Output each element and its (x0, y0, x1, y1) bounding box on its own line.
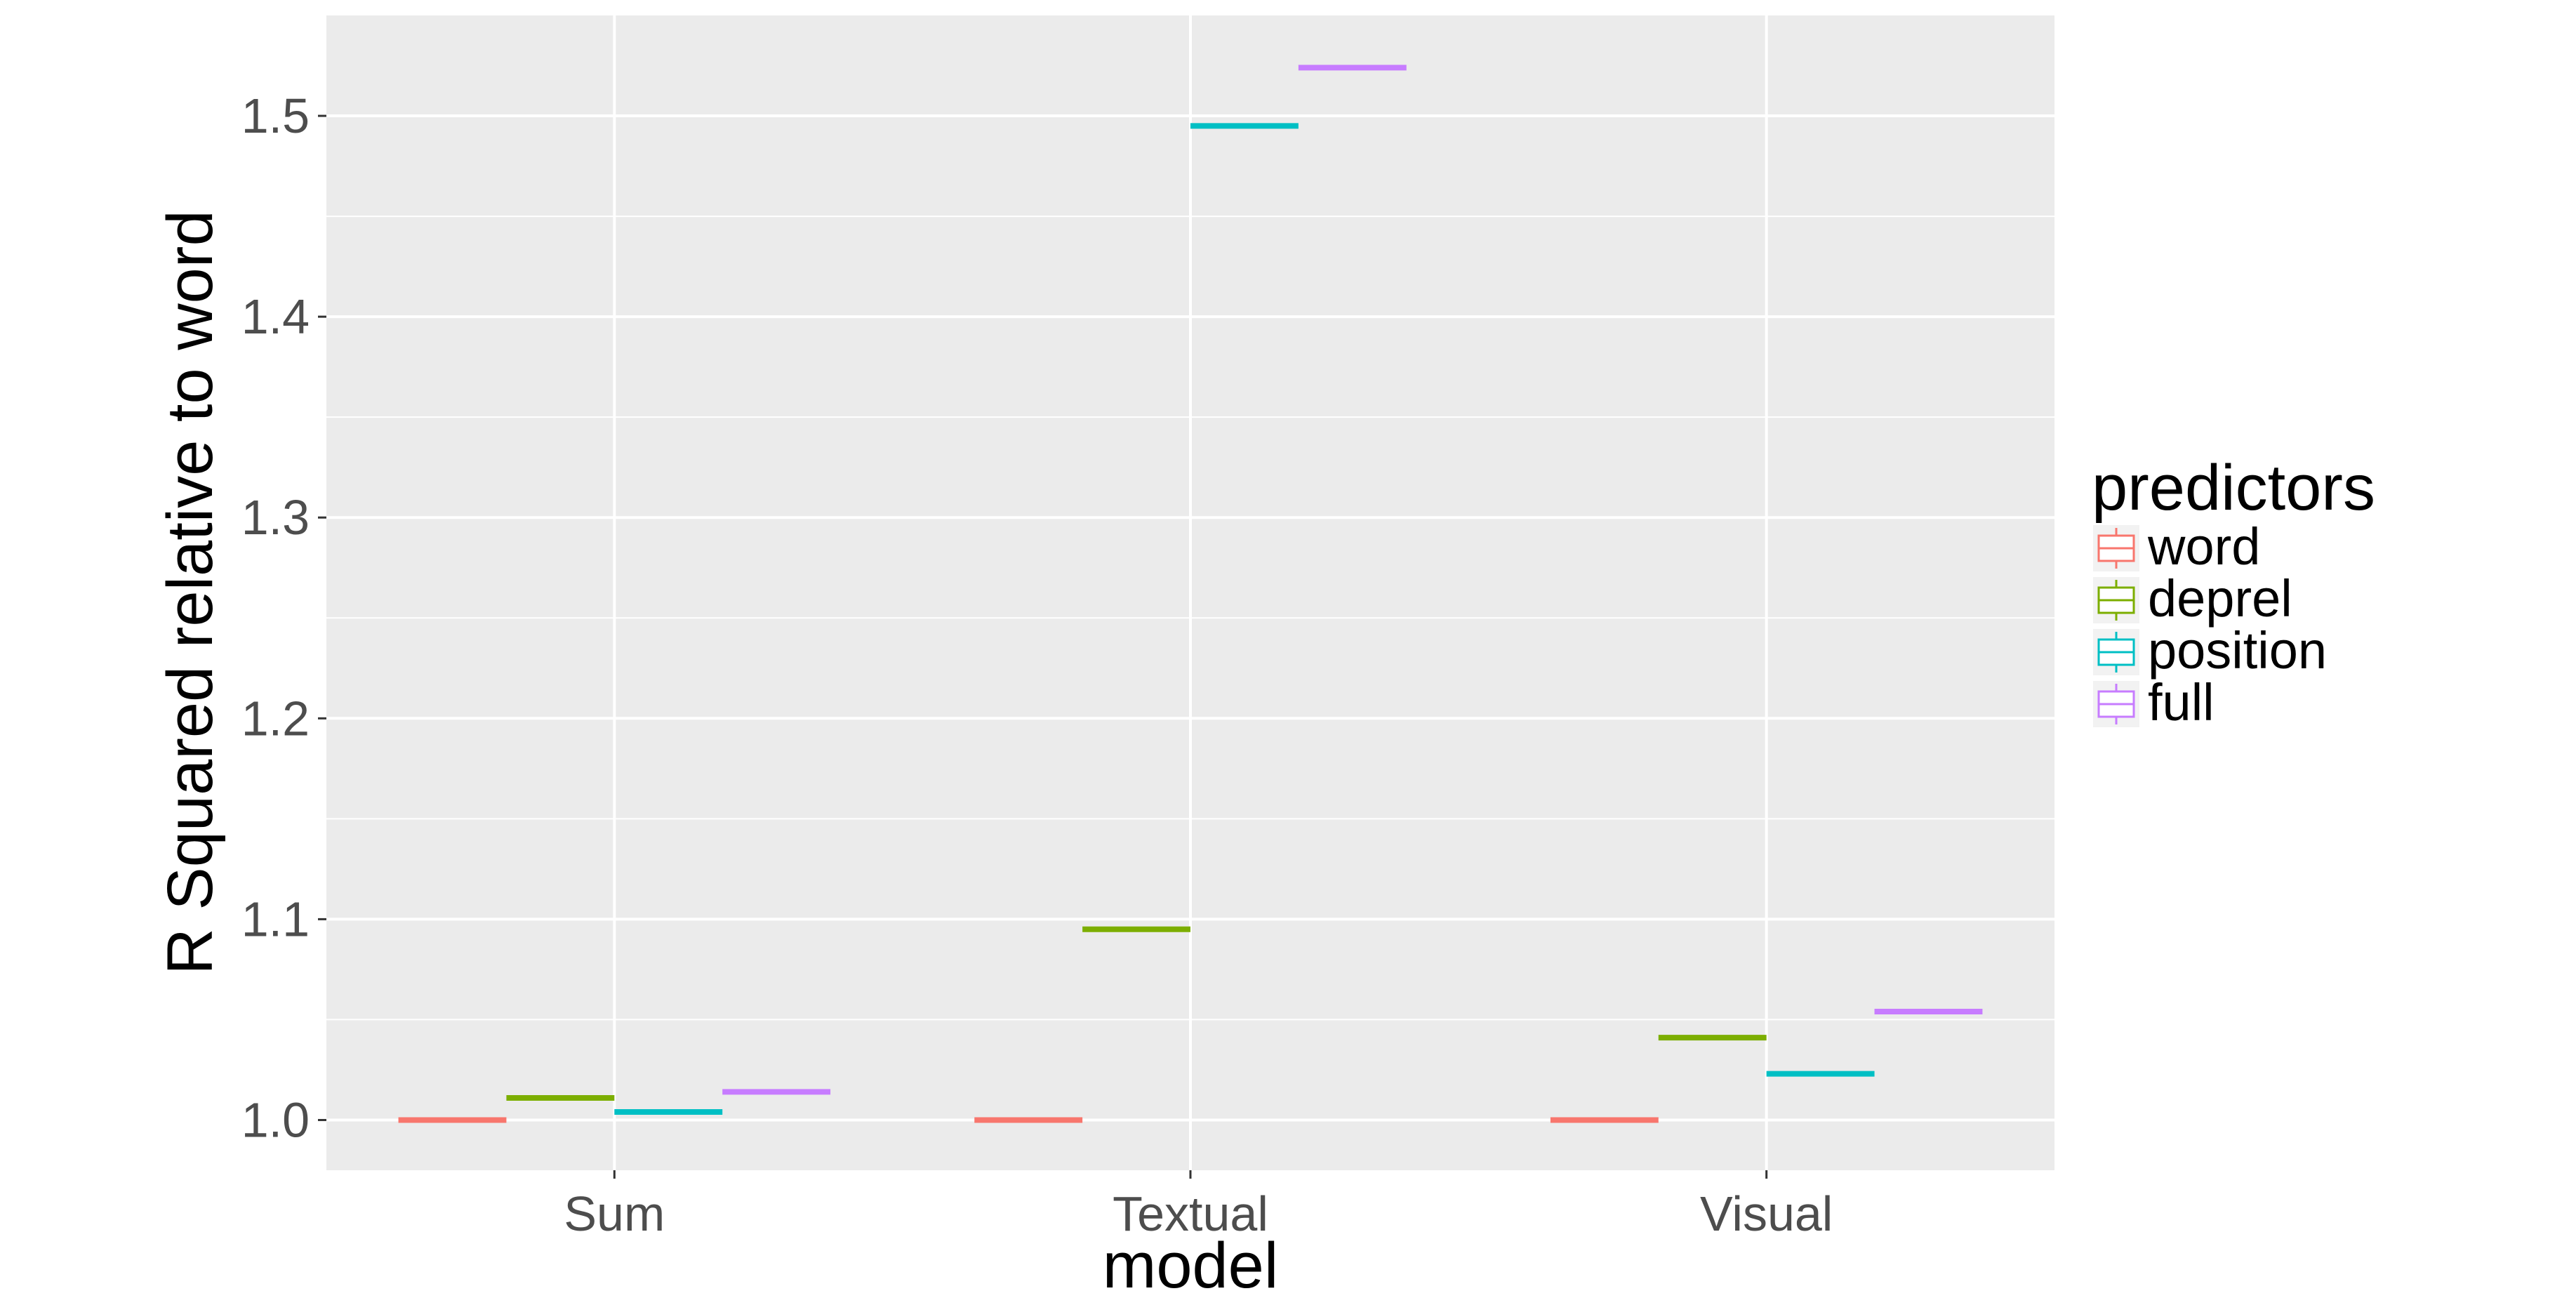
x-axis-title: model (1103, 1230, 1279, 1298)
box-marks (398, 65, 1983, 1123)
y-axis: 1.0 1.1 1.2 1.3 1.4 1.5 (241, 88, 326, 1147)
y-tick-label: 1.5 (241, 88, 310, 143)
legend-label-position: position (2148, 621, 2327, 680)
legend-label-full: full (2148, 673, 2215, 731)
legend-title: predictors (2092, 452, 2375, 524)
x-tick-label: Sum (564, 1186, 665, 1241)
y-tick-label: 1.3 (241, 490, 310, 545)
legend-label-deprel: deprel (2148, 569, 2292, 628)
legend-label-word: word (2147, 517, 2260, 576)
y-tick-label: 1.1 (241, 892, 310, 946)
x-tick-label: Visual (1700, 1186, 1833, 1241)
y-tick-label: 1.4 (241, 289, 310, 344)
gridlines (326, 15, 2054, 1170)
y-axis-title: R Squared relative to word (154, 210, 226, 974)
y-tick-label: 1.0 (241, 1092, 310, 1147)
x-axis: Sum Textual Visual (564, 1170, 1833, 1241)
y-tick-label: 1.2 (241, 691, 310, 746)
x-tick-label: Textual (1113, 1186, 1268, 1241)
